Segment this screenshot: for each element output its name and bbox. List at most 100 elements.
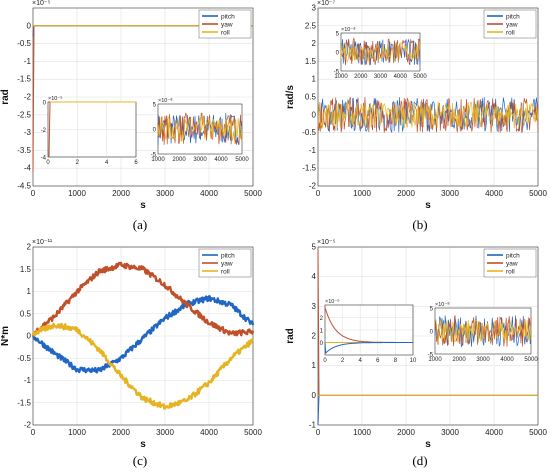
a-x-tick-label: 4000 xyxy=(200,189,218,198)
c-y-tick-label: -1 xyxy=(24,376,32,385)
b-series-roll xyxy=(317,101,539,129)
a-axes-frame xyxy=(32,7,254,187)
b-inset-series-roll xyxy=(340,41,421,63)
b-x-tick-label: 1000 xyxy=(353,189,371,198)
a-inset-right-x-tick-label: 4000 xyxy=(214,157,228,163)
c-x-tick-label: 2000 xyxy=(112,428,130,437)
d-inset-left-series-pitch xyxy=(324,342,413,355)
b-axes-frame xyxy=(317,7,539,187)
c-series-roll xyxy=(31,322,254,410)
b-inset-y-tick-label: -5 xyxy=(334,70,340,76)
d-y-multiplier: ×10⁻⁵ xyxy=(317,239,336,246)
c-x-tick-label: 4000 xyxy=(200,428,218,437)
d-inset-right-y-tick-label: -5 xyxy=(428,353,434,359)
d-y-tick-label: 2 xyxy=(312,332,317,341)
a-y-tick-label: -4 xyxy=(24,164,32,173)
b-inset-multiplier: ×10⁻⁸ xyxy=(341,26,356,33)
d-y-tick-label: 4 xyxy=(312,272,317,281)
d-inset-left-x-tick-label: 4 xyxy=(359,358,363,364)
b-inset-x-tick-label: 5000 xyxy=(413,74,427,80)
d-inset-right-y-tick-label: 0 xyxy=(430,330,434,336)
d-legend-label-yaw: yaw xyxy=(506,260,518,267)
panel-b: 0 1000 2000 3000 4000 5000 3 2.5 2 1.5 1 0.5 0 -0.5 -1… xyxy=(285,0,547,232)
d-inset-right-x-tick-label: 1000 xyxy=(428,357,442,363)
d-y-tick-label: 5 xyxy=(312,243,317,252)
b-y-tick-label: -2 xyxy=(309,182,317,191)
d-inset-left-x-tick-label: 10 xyxy=(410,358,417,364)
c-y-tick-label: 1 xyxy=(27,287,32,296)
a-x-tick-label: 3000 xyxy=(156,189,174,198)
d-inset-left-y-tick-label: 1 xyxy=(320,329,324,335)
b-y-tick-label: 1.5 xyxy=(305,57,317,66)
a-inset-right-series-pitch xyxy=(157,113,243,146)
b-legend-label-roll: roll xyxy=(506,29,515,36)
c-legend-label-yaw: yaw xyxy=(221,260,233,267)
a-inset-right-multiplier: ×10⁻⁸ xyxy=(158,97,173,104)
b-inset-x-tick-label: 4000 xyxy=(394,74,408,80)
d-y-axis-label: rad xyxy=(285,328,296,344)
c-y-multiplier: ×10⁻¹¹ xyxy=(32,239,53,246)
a-inset-right-y-tick-label: 5 xyxy=(153,103,157,109)
d-legend-label-pitch: pitch xyxy=(506,252,520,259)
a-inset-right-x-tick-label: 5000 xyxy=(235,157,249,163)
c-caption: (c) xyxy=(133,453,147,468)
b-y-tick-label: -1.5 xyxy=(302,164,316,173)
a-inset-left-x-tick-label: 2 xyxy=(76,160,80,166)
c-series-yaw xyxy=(31,261,255,337)
d-axes-frame xyxy=(317,246,539,426)
d-inset-right-x-tick-label: 2000 xyxy=(452,357,466,363)
a-x-tick-label: 5000 xyxy=(244,189,262,198)
d-inset-left-axes-frame xyxy=(324,304,414,356)
d-inset-right-series-roll xyxy=(434,318,532,344)
b-inset-x-tick-label: 3000 xyxy=(374,74,388,80)
d-inset-right-x-tick-label: 3000 xyxy=(476,357,490,363)
a-inset-left-x-tick-label: 0 xyxy=(46,160,50,166)
a-y-tick-label: -3.5 xyxy=(17,146,31,155)
a-x-tick-label: 1000 xyxy=(68,189,86,198)
a-y-tick-label: -1 xyxy=(24,57,32,66)
b-y-tick-label: 0 xyxy=(312,110,317,119)
b-y-tick-label: 0.5 xyxy=(305,93,317,102)
b-x-tick-label: 0 xyxy=(316,189,321,198)
d-x-axis-label: s xyxy=(425,439,431,450)
b-y-tick-label: 2.5 xyxy=(305,21,317,30)
a-x-axis-label: s xyxy=(140,200,146,211)
c-y-tick-label: 1.5 xyxy=(20,265,32,274)
a-inset-left-x-tick-label: 4 xyxy=(105,160,109,166)
a-inset-right-x-tick-label: 3000 xyxy=(193,157,207,163)
c-y-tick-label: 2 xyxy=(27,243,32,252)
c-y-tick-label: 0 xyxy=(27,332,32,341)
d-inset-right-y-tick-label: 5 xyxy=(430,307,434,313)
c-legend-label-roll: roll xyxy=(221,268,230,275)
d-inset-left-x-tick-label: 0 xyxy=(323,358,327,364)
d-y-tick-label: 3 xyxy=(312,302,317,311)
b-caption: (b) xyxy=(412,217,427,232)
a-inset-left-multiplier: ×10⁻⁵ xyxy=(48,95,63,102)
d-inset-left-y-tick-label: 0 xyxy=(320,341,324,347)
a-y-axis-label: rad xyxy=(0,89,11,105)
b-y-tick-label: 1 xyxy=(312,75,317,84)
b-y-tick-label: -1 xyxy=(309,146,317,155)
a-y-tick-label: 0 xyxy=(27,21,32,30)
a-inset-right-x-tick-label: 1000 xyxy=(151,157,165,163)
d-caption: (d) xyxy=(412,453,427,468)
d-inset-left-y-tick-label: 2 xyxy=(320,316,324,322)
a-inset-right-series-yaw xyxy=(157,112,243,145)
d-x-tick-label: 5000 xyxy=(529,428,547,437)
c-y-tick-label: -0.5 xyxy=(17,354,31,363)
c-y-tick-label: -1.5 xyxy=(17,398,31,407)
a-x-tick-label: 0 xyxy=(31,189,36,198)
d-inset-right-x-tick-label: 5000 xyxy=(524,357,538,363)
d-x-tick-label: 3000 xyxy=(441,428,459,437)
c-x-axis-label: s xyxy=(140,439,146,450)
b-legend-label-pitch: pitch xyxy=(506,13,520,20)
panel-a: 0 1000 2000 3000 4000 50000-0.5-1-1.5-2-2.5-3… xyxy=(0,0,262,232)
b-inset-y-tick-label: 5 xyxy=(336,32,340,38)
a-y-tick-label: -2 xyxy=(24,93,32,102)
a-legend-label-roll: roll xyxy=(221,29,230,36)
a-inset-left-y-tick-label: 0 xyxy=(43,101,47,107)
panel-d: 0 1000 2000 3000 4000 5000543210-1pitchyawrol… xyxy=(285,239,547,468)
a-y-tick-label: -1.5 xyxy=(17,75,31,84)
d-x-tick-label: 2000 xyxy=(397,428,415,437)
